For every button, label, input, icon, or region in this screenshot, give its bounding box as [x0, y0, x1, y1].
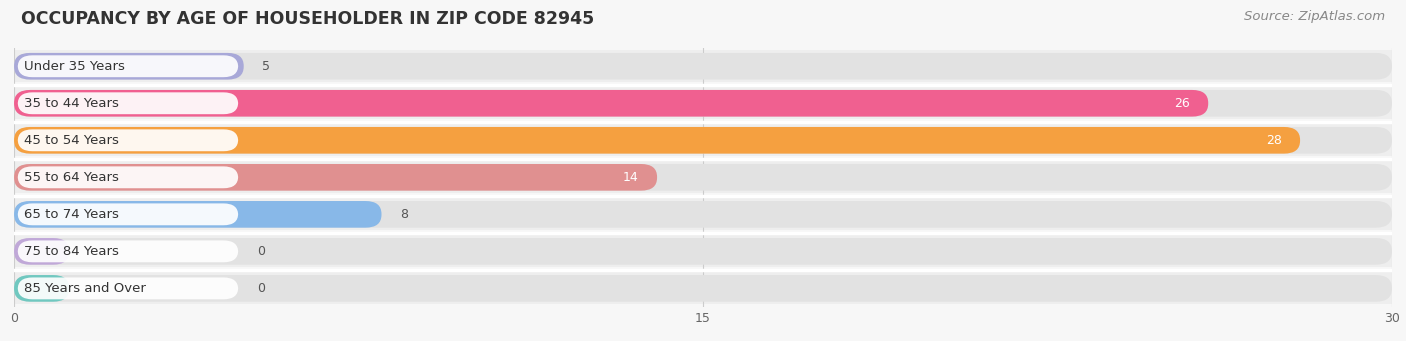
FancyBboxPatch shape: [14, 53, 243, 79]
Text: 85 Years and Over: 85 Years and Over: [24, 282, 146, 295]
FancyBboxPatch shape: [14, 127, 1301, 154]
FancyBboxPatch shape: [14, 238, 69, 265]
Text: 35 to 44 Years: 35 to 44 Years: [24, 97, 120, 110]
Text: 5: 5: [262, 60, 270, 73]
FancyBboxPatch shape: [0, 50, 1406, 82]
Text: 28: 28: [1265, 134, 1282, 147]
Text: OCCUPANCY BY AGE OF HOUSEHOLDER IN ZIP CODE 82945: OCCUPANCY BY AGE OF HOUSEHOLDER IN ZIP C…: [21, 10, 595, 28]
FancyBboxPatch shape: [14, 201, 381, 228]
Text: 75 to 84 Years: 75 to 84 Years: [24, 245, 120, 258]
FancyBboxPatch shape: [18, 129, 238, 151]
FancyBboxPatch shape: [18, 92, 238, 114]
FancyBboxPatch shape: [14, 164, 1392, 191]
FancyBboxPatch shape: [0, 272, 1406, 304]
Text: 8: 8: [399, 208, 408, 221]
Text: 0: 0: [257, 282, 266, 295]
FancyBboxPatch shape: [18, 55, 238, 77]
Text: 0: 0: [257, 245, 266, 258]
FancyBboxPatch shape: [14, 275, 69, 302]
FancyBboxPatch shape: [18, 166, 238, 188]
FancyBboxPatch shape: [0, 198, 1406, 230]
FancyBboxPatch shape: [14, 201, 1392, 228]
FancyBboxPatch shape: [14, 90, 1392, 117]
FancyBboxPatch shape: [18, 204, 238, 225]
FancyBboxPatch shape: [0, 87, 1406, 119]
FancyBboxPatch shape: [14, 90, 1208, 117]
FancyBboxPatch shape: [14, 53, 1392, 79]
FancyBboxPatch shape: [0, 161, 1406, 193]
FancyBboxPatch shape: [14, 127, 1392, 154]
Text: 65 to 74 Years: 65 to 74 Years: [24, 208, 120, 221]
FancyBboxPatch shape: [0, 124, 1406, 156]
FancyBboxPatch shape: [14, 275, 1392, 302]
FancyBboxPatch shape: [14, 164, 657, 191]
FancyBboxPatch shape: [14, 238, 1392, 265]
Text: 26: 26: [1174, 97, 1189, 110]
Text: 14: 14: [623, 171, 638, 184]
FancyBboxPatch shape: [18, 278, 238, 299]
Text: 55 to 64 Years: 55 to 64 Years: [24, 171, 120, 184]
FancyBboxPatch shape: [0, 235, 1406, 267]
Text: Under 35 Years: Under 35 Years: [24, 60, 125, 73]
FancyBboxPatch shape: [18, 240, 238, 262]
Text: 45 to 54 Years: 45 to 54 Years: [24, 134, 120, 147]
Text: Source: ZipAtlas.com: Source: ZipAtlas.com: [1244, 10, 1385, 23]
